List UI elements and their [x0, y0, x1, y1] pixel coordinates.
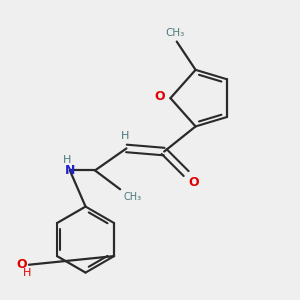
Text: H: H [63, 155, 71, 165]
Text: H: H [23, 268, 32, 278]
Text: O: O [189, 176, 199, 189]
Text: H: H [121, 130, 129, 141]
Text: O: O [17, 258, 27, 271]
Text: CH₃: CH₃ [123, 192, 141, 203]
Text: O: O [154, 90, 165, 103]
Text: CH₃: CH₃ [166, 28, 185, 38]
Text: N: N [65, 164, 75, 177]
